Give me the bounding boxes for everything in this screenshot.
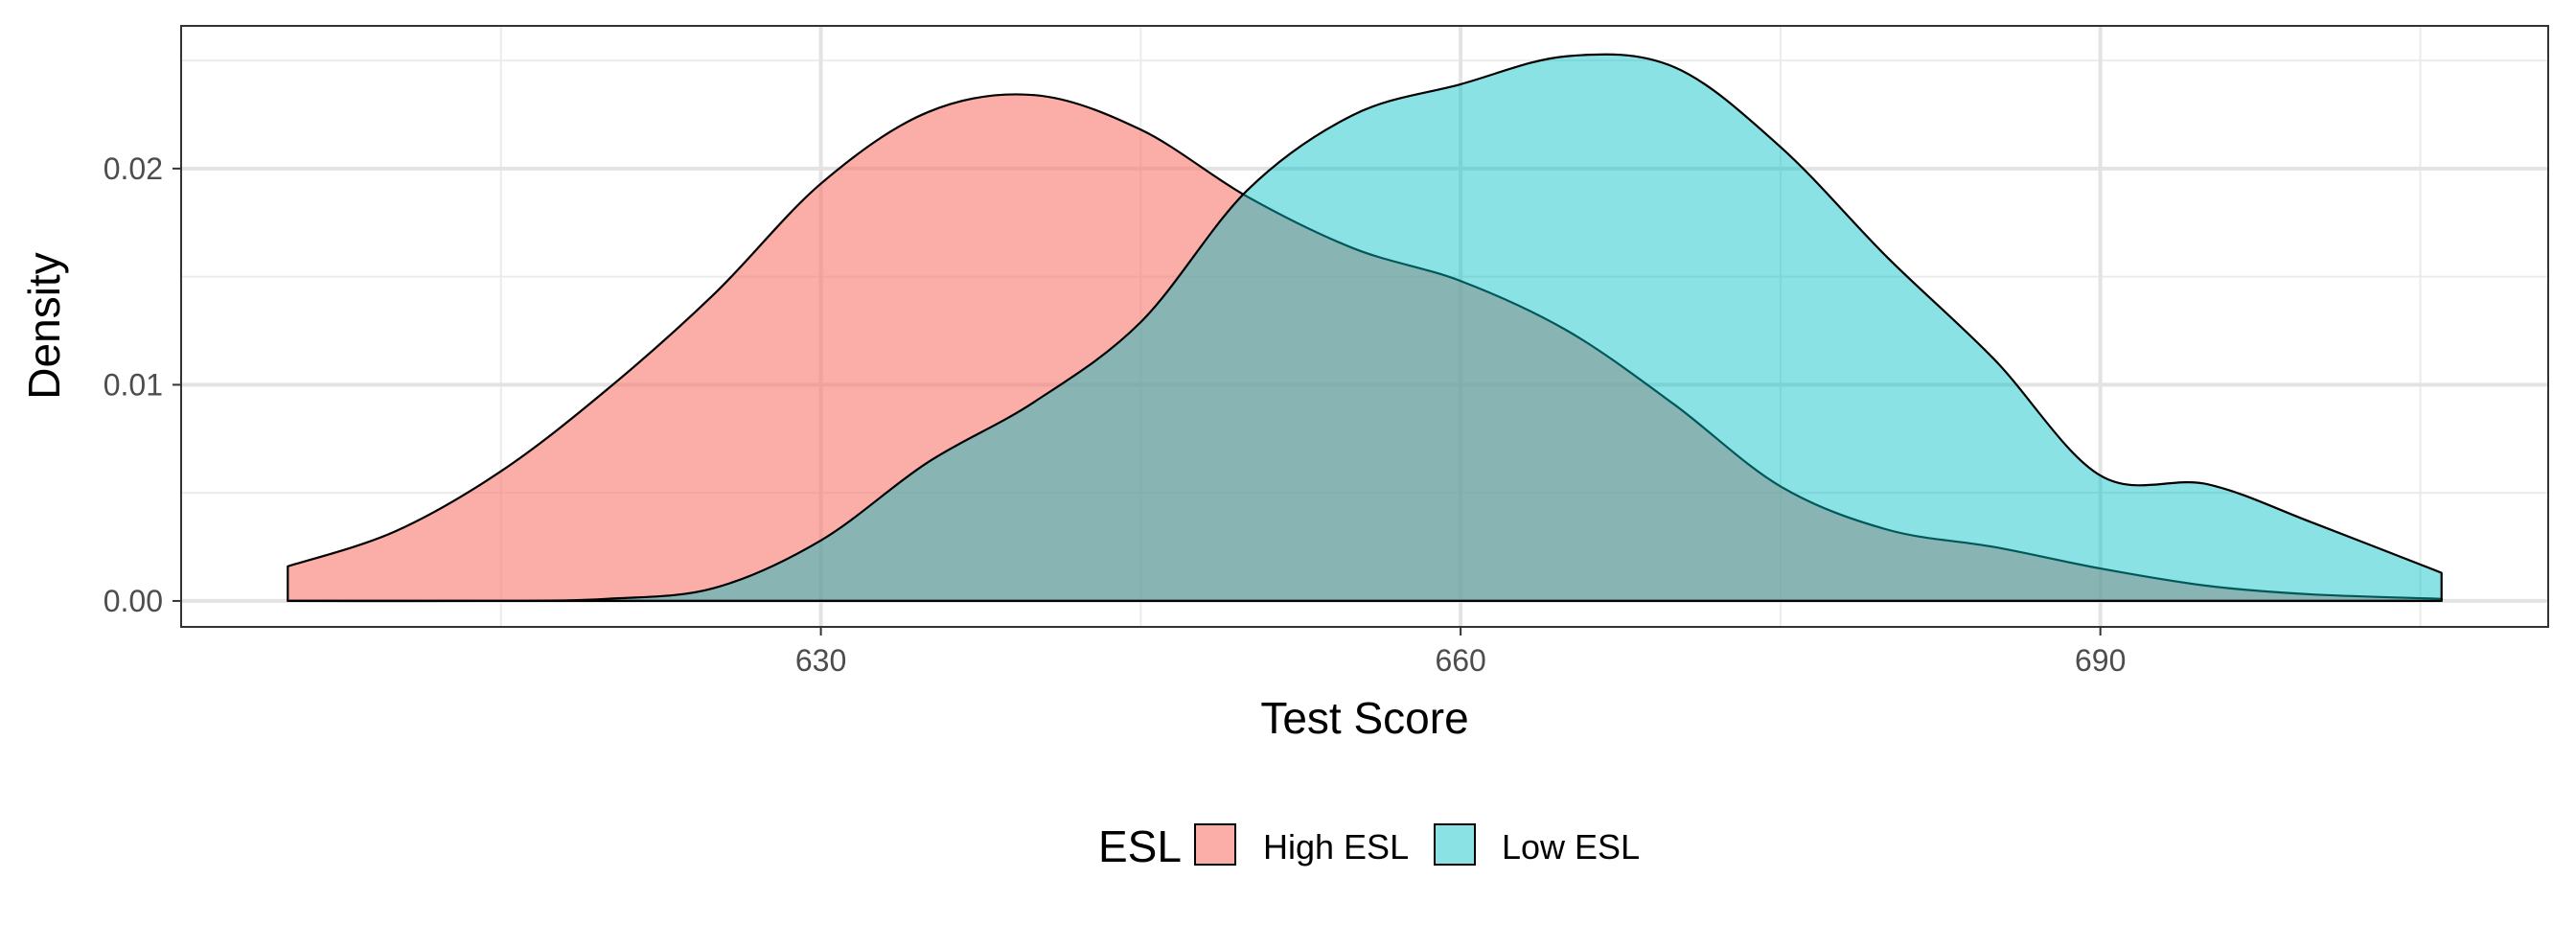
density-area-high-esl [288,94,2442,601]
y-axis-title: Density [19,252,69,399]
legend-label-low-esl: Low ESL [1502,827,1640,867]
series-layer [287,53,2443,603]
legend-key-high-esl [1194,823,1236,866]
legend: ESL High ESL Low ESL [1098,821,1640,871]
legend-title: ESL [1098,821,1182,871]
density-outline-high-esl [287,93,2443,602]
y-tick-label: 0.00 [104,584,163,618]
y-tick-label: 0.01 [104,367,163,402]
legend-label-high-esl: High ESL [1263,827,1409,867]
x-tick-label: 690 [2075,643,2126,678]
plot-border [180,25,2549,628]
density-outline-low-esl [287,53,2443,603]
axis-layer: 630 660 690 0.00 0.01 0.02 [104,151,2127,678]
legend-key-low-esl [1434,823,1476,866]
x-axis-title: Test Score [1260,693,1468,743]
density-area-low-esl [288,54,2442,602]
y-tick-label: 0.02 [104,151,163,186]
x-tick-label: 630 [795,643,846,678]
x-tick-label: 660 [1435,643,1485,678]
